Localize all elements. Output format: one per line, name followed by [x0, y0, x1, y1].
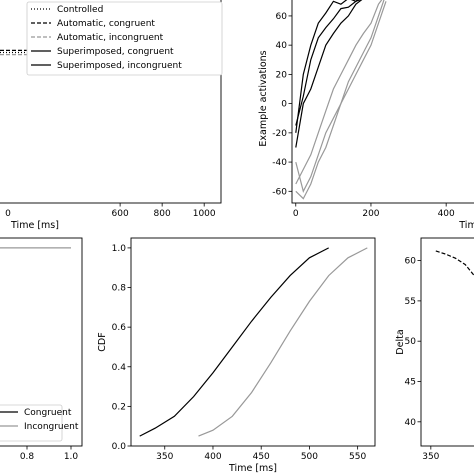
legend-label: Controlled	[57, 5, 103, 15]
y-tick-label: -40	[272, 158, 287, 168]
panel-top-right: 0 200 400 -60 -40 -20 0 20 40 60 Tim Example activa…	[258, 0, 474, 231]
y-tick-label: -60	[272, 187, 287, 197]
x-tick-label: 0.8	[20, 452, 35, 462]
y-tick-label: -20	[272, 129, 287, 139]
series-line-3	[295, 0, 363, 148]
y-tick-label: 0.8	[112, 284, 127, 294]
panel-bottom-left: 0.8 1.0 Congruent Incongruent	[0, 237, 83, 462]
series-line-4	[295, 0, 383, 185]
x-tick-label: 500	[301, 452, 318, 462]
series-line-5	[295, 0, 385, 193]
axes-frame	[0, 0, 222, 204]
y-tick-label: 60	[276, 12, 288, 22]
x-tick-label: 400	[438, 209, 455, 219]
x-axis-label: Tim	[458, 220, 474, 231]
y-tick-label: 20	[276, 70, 288, 80]
series-group	[139, 247, 368, 437]
series-group	[435, 250, 474, 277]
legend-label: Incongruent	[24, 422, 79, 432]
x-tick-label: 450	[253, 452, 270, 462]
y-tick-label: 1.0	[112, 244, 127, 254]
series-line-1	[295, 0, 359, 133]
series-group	[295, 0, 387, 200]
x-tick-label: 350	[422, 452, 439, 462]
legend-label: Superimposed, congruent	[57, 47, 174, 57]
x-tick-label: 800	[154, 209, 171, 219]
legend-label: Congruent	[24, 408, 72, 418]
panel-bottom-middle: 350 400 450 500 550 0.0 0.2 0.4 0.6 0.8 1.0 Time [m…	[97, 237, 376, 474]
y-tick-label: 0.6	[112, 323, 127, 333]
y-tick-label: 0.2	[112, 402, 126, 412]
legend-label: Automatic, congruent	[57, 19, 155, 29]
x-tick-label: 550	[349, 452, 366, 462]
y-tick-label: 40	[276, 41, 288, 51]
series-line-1	[435, 250, 474, 277]
x-tick-label: 350	[156, 452, 173, 462]
y-axis-label: Example activations	[258, 50, 269, 146]
x-tick-label: 0	[5, 209, 11, 219]
y-tick-label: 40	[405, 418, 417, 428]
y-tick-label: 0	[281, 100, 287, 110]
panel-top-left: 0 600 800 1000 Time [ms] Controlled Automatic,…	[0, 0, 223, 231]
series-line-1	[139, 247, 329, 437]
legend-box	[0, 404, 63, 442]
x-tick-label: 400	[204, 452, 221, 462]
y-tick-label: 55	[405, 297, 416, 307]
series-line-2	[295, 0, 361, 126]
x-axis-label: Time [ms]	[10, 220, 59, 231]
x-tick-label: 200	[362, 209, 379, 219]
axes-frame	[420, 237, 474, 447]
y-tick-label: 50	[405, 337, 417, 347]
x-tick-label: 600	[112, 209, 129, 219]
series-line-6	[295, 1, 387, 200]
y-tick-label: 45	[405, 378, 416, 388]
series-line-2	[198, 247, 368, 437]
legend-label: Superimposed, incongruent	[57, 61, 182, 71]
legend-label: Automatic, incongruent	[57, 33, 164, 43]
axes-frame	[291, 0, 474, 204]
y-tick-label: 60	[405, 257, 417, 267]
y-axis-label: Delta	[395, 329, 406, 354]
x-tick-label: 0	[293, 209, 299, 219]
y-tick-label: 0.4	[112, 363, 127, 373]
legend-box	[26, 1, 223, 76]
x-tick-label: 1000	[193, 209, 216, 219]
x-axis-label: Time [ms]	[228, 463, 277, 474]
x-tick-label: 1.0	[64, 452, 79, 462]
y-axis-label: CDF	[97, 332, 108, 351]
axes-frame	[0, 237, 83, 447]
axes-frame	[130, 237, 376, 447]
y-tick-label: 0.0	[112, 442, 127, 452]
panel-bottom-right: 350 40 45 50 55 60 Delta	[395, 237, 474, 462]
